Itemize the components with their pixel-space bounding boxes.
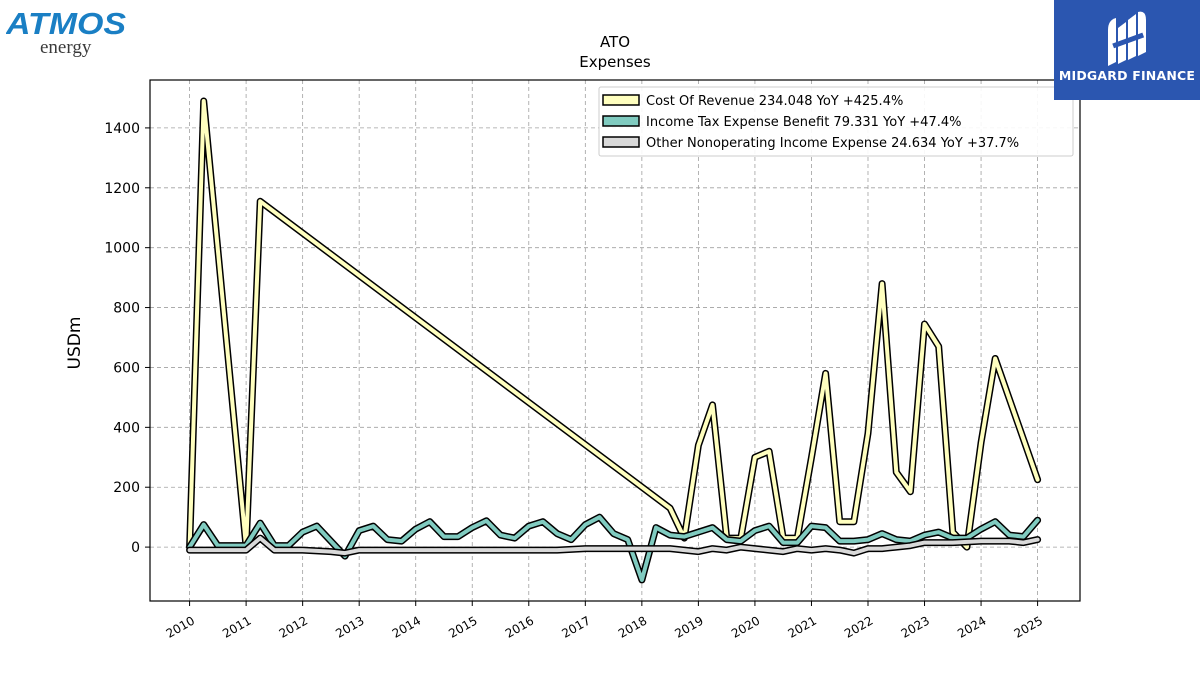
y-tick-label: 400: [113, 420, 140, 436]
y-tick-label: 1000: [104, 241, 140, 257]
legend-swatch: [602, 94, 640, 106]
x-tick-label: 2022: [842, 613, 875, 640]
x-tick-label: 2014: [390, 613, 423, 640]
x-tick-label: 2017: [559, 613, 592, 640]
series-0: [186, 97, 1042, 551]
midgard-finance-logo: MIDGARD FINANCE: [1054, 0, 1200, 100]
x-tick-label: 2013: [333, 613, 366, 640]
logo-sub-text: energy: [40, 37, 92, 58]
x-tick-label: 2015: [446, 613, 479, 640]
x-tick-label: 2024: [955, 613, 988, 640]
legend-entry: Other Nonoperating Income Expense 24.634…: [646, 136, 1019, 151]
x-tick-label: 2019: [672, 613, 705, 640]
x-tick-label: 2018: [616, 613, 649, 640]
series-line: [187, 515, 1040, 582]
y-tick-label: 1400: [104, 121, 140, 137]
x-tick-label: 2010: [164, 613, 197, 640]
legend-box: [598, 86, 1074, 157]
legend-swatch: [602, 115, 640, 127]
x-tick-label: 2020: [729, 613, 762, 640]
y-tick-label: 1200: [104, 181, 140, 197]
y-axis-label: USDm: [65, 317, 85, 370]
x-tick-label: 2025: [1012, 613, 1045, 640]
legend-swatch: [602, 136, 640, 148]
legend-entry: Income Tax Expense Benefit 79.331 YoY +4…: [646, 115, 961, 130]
atmos-energy-logo: ATMOS energy: [5, 4, 136, 60]
logo-brand-text: ATMOS: [6, 6, 126, 41]
legend-entry: Cost Of Revenue 234.048 YoY +425.4%: [646, 94, 903, 109]
series-line: [187, 536, 1040, 556]
series-1: [186, 513, 1042, 584]
series-2: [186, 534, 1042, 557]
gridlines: [150, 80, 1080, 601]
y-tick-label: 600: [113, 360, 140, 376]
plot-frame: [149, 79, 1081, 602]
x-tick-label: 2012: [277, 613, 310, 640]
series-line: [187, 99, 1040, 550]
y-tick-label: 800: [113, 301, 140, 317]
x-tick-label: 2016: [503, 613, 536, 640]
midgard-brand-text: MIDGARD FINANCE: [1058, 68, 1196, 83]
y-axis: 0 200 400 600 800 1000 1200 1400: [104, 121, 150, 556]
y-tick-label: 0: [131, 540, 140, 556]
x-tick-label: 2023: [899, 613, 932, 640]
series-layer: [186, 97, 1042, 584]
x-tick-label: 2021: [786, 613, 819, 640]
legend: Cost Of Revenue 234.048 YoY +425.4% Incom…: [598, 86, 1074, 157]
y-tick-label: 200: [113, 480, 140, 496]
midgard-emblem-icon: [1108, 11, 1146, 66]
chart-title: ATO: [600, 33, 630, 51]
chart-subtitle: Expenses: [579, 53, 651, 71]
x-tick-label: 2011: [220, 613, 253, 640]
x-axis: 2010 2011 2012 2013 2014 2015 2016 2017 2018 2019…: [164, 601, 1045, 641]
